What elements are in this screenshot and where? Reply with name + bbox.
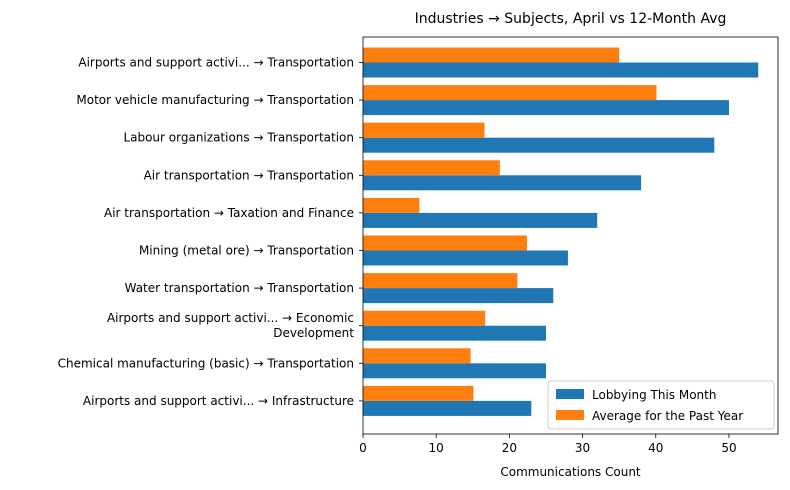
bar-past-year-avg-9 [363,348,471,364]
y-tick-label: Chemical manufacturing (basic) → Transpo… [58,356,354,370]
axes-frame [362,36,779,435]
bar-this-month-8 [363,325,546,341]
bar-past-year-avg-5 [363,197,420,213]
bar-past-year-avg-1 [363,47,620,63]
bar-this-month-7 [363,288,554,304]
legend-label: Lobbying This Month [592,388,716,402]
y-tick-label: Air transportation → Taxation and Financ… [104,206,354,220]
bar-past-year-avg-2 [363,85,657,101]
y-tick-label: Air transportation → Transportation [144,168,354,182]
y-axis-ticks: Airports and support activi... → Transpo… [58,56,363,408]
y-tick-label: Motor vehicle manufacturing → Transporta… [76,93,354,107]
legend-label: Average for the Past Year [592,409,743,423]
x-tick-label: 20 [502,441,517,455]
legend: Lobbying This Month Average for the Past … [547,380,775,430]
y-tick-label: Airports and support activi... → Infrast… [83,394,354,408]
y-tick-label: Airports and support activi... → Economi… [107,311,354,340]
legend-box [547,380,775,430]
y-tick-label: Water transportation → Transportation [125,281,354,295]
bar-past-year-avg-3 [363,122,485,138]
x-tick-label: 30 [575,441,590,455]
x-tick-label: 10 [429,441,444,455]
x-tick-label: 40 [648,441,663,455]
bars [363,47,759,416]
y-tick-label: Labour organizations → Transportation [123,131,354,145]
bar-this-month-2 [363,100,729,116]
bar-this-month-6 [363,250,568,266]
bar-this-month-9 [363,363,546,379]
legend-swatch [556,410,584,420]
bar-this-month-1 [363,62,759,78]
legend-swatch [556,389,584,399]
chart-title: Industries → Subjects, April vs 12-Month… [415,11,727,27]
y-tick-label: Airports and support activi... → Transpo… [78,56,354,70]
x-axis-label: Communications Count [500,465,641,479]
bar-past-year-avg-4 [363,160,500,176]
bar-this-month-3 [363,137,715,153]
x-tick-label: 50 [721,441,736,455]
x-axis-ticks: 0 10 20 30 40 50 [359,434,737,455]
y-tick-label: Mining (metal ore) → Transportation [139,244,354,258]
bar-past-year-avg-7 [363,273,518,289]
bar-this-month-5 [363,212,598,228]
bar-past-year-avg-8 [363,310,486,326]
bar-this-month-4 [363,175,642,191]
x-tick-label: 0 [359,441,367,455]
bar-past-year-avg-10 [363,385,474,401]
bar-this-month-10 [363,400,532,416]
bar-past-year-avg-6 [363,235,527,251]
